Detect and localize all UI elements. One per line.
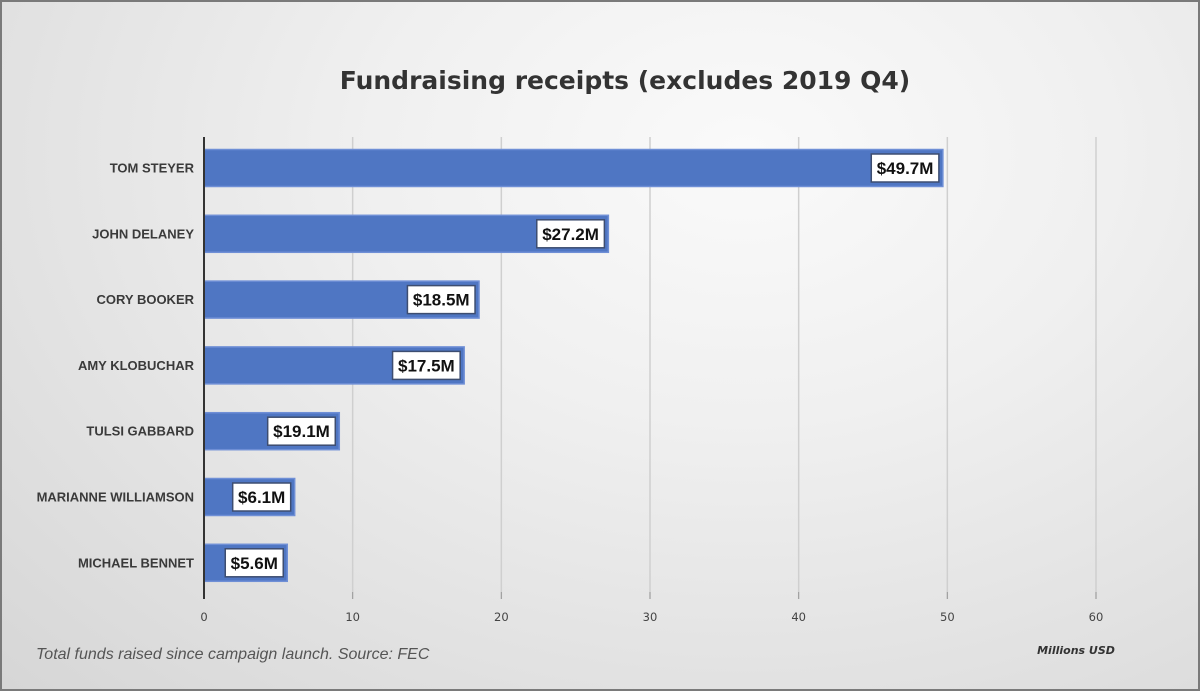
category-label: JOHN DELANEY <box>92 226 194 241</box>
data-label: $5.6M <box>231 554 278 573</box>
chart-title: Fundraising receipts (excludes 2019 Q4) <box>340 66 910 95</box>
data-label-box <box>406 284 476 315</box>
category-label: MICHAEL BENNET <box>78 555 194 570</box>
data-label-box <box>231 482 292 512</box>
data-label: $27.2M <box>542 225 599 244</box>
data-label: $49.7M <box>877 159 934 178</box>
category-labels: TOM STEYER JOHN DELANEY CORY BOOKER AMY KLO… <box>37 161 195 571</box>
data-label: $6.1M <box>238 488 285 507</box>
x-tick-label: 20 <box>494 610 509 624</box>
data-label: $17.5M <box>398 356 455 375</box>
data-label-box <box>224 548 285 578</box>
data-label-box <box>266 416 337 446</box>
x-tick-labels: 0 10 20 30 40 50 60 <box>200 610 1103 624</box>
gridlines <box>203 137 1097 599</box>
bar <box>203 148 944 188</box>
category-label: TOM STEYER <box>110 161 195 176</box>
data-label-box <box>391 350 461 381</box>
x-tick-label: 50 <box>940 610 955 624</box>
category-label: CORY BOOKER <box>96 292 194 307</box>
data-label-box <box>536 219 606 249</box>
data-label: $18.5M <box>413 291 470 310</box>
x-tick-label: 0 <box>200 610 207 624</box>
category-label: TULSI GABBARD <box>86 424 194 439</box>
x-tick-label: 40 <box>791 610 806 624</box>
x-tick-label: 30 <box>643 610 658 624</box>
bars: $49.7M $27.2M $18.5M $17.5M $19.1M $6.1M $5.6M <box>203 148 944 583</box>
x-tick-label: 10 <box>345 610 360 624</box>
category-label: MARIANNE WILLIAMSON <box>37 490 194 505</box>
data-label-box <box>870 153 940 183</box>
x-axis-label: Millions USD <box>1037 644 1115 657</box>
data-label: $19.1M <box>273 422 330 441</box>
x-tick-label: 60 <box>1089 610 1104 624</box>
category-label: AMY KLOBUCHAR <box>78 358 195 373</box>
footnote: Total funds raised since campaign launch… <box>36 646 430 663</box>
